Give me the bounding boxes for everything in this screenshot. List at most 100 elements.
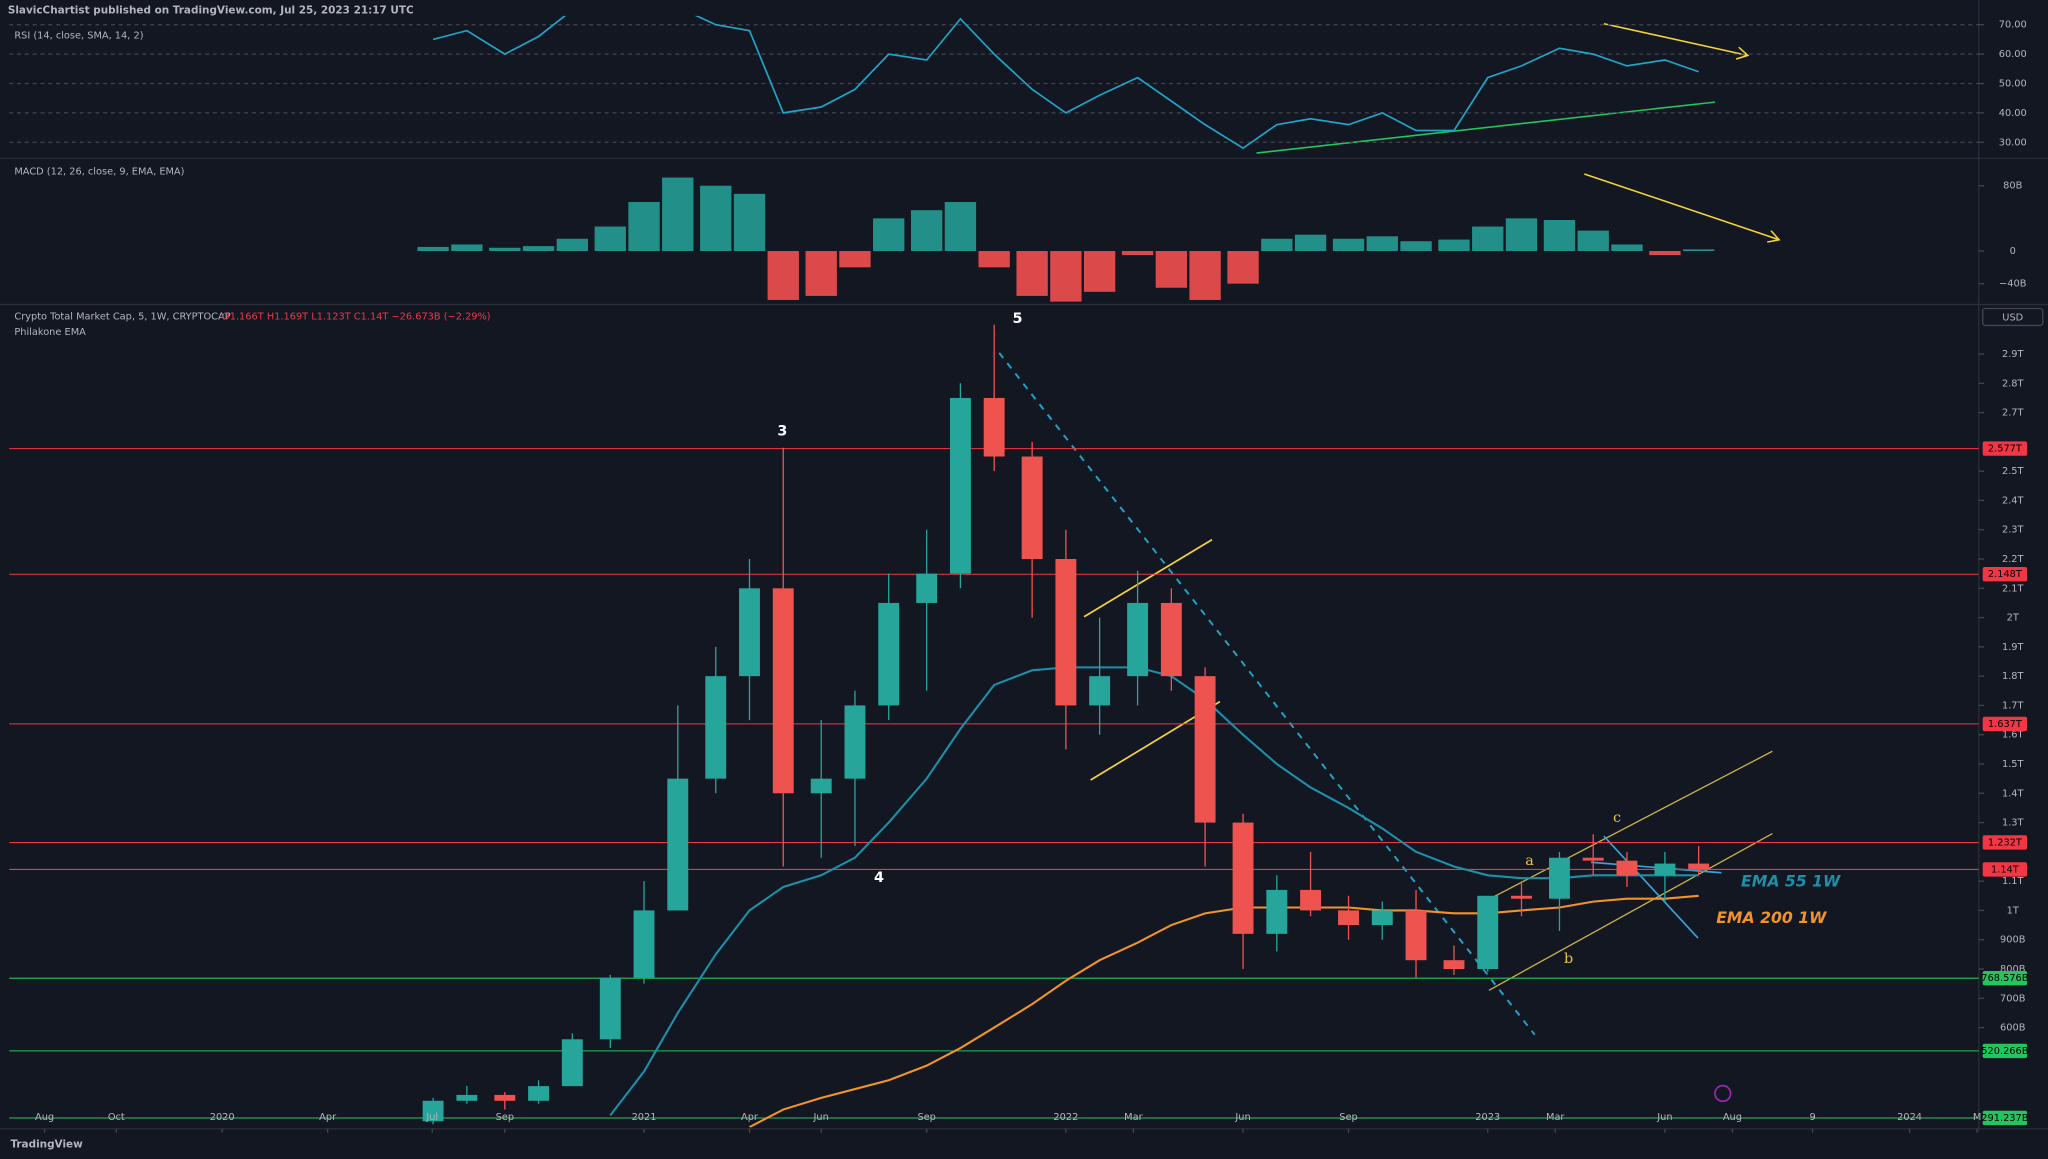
candle-body [983,397,1005,457]
y-tick-label: 0 [2010,246,2016,257]
histogram-bar [1543,219,1576,252]
histogram-bar [839,251,871,268]
y-tick-label: 2.9T [2002,349,2024,360]
histogram-bar [1505,218,1538,252]
y-tick-label: 2.8T [2002,378,2024,389]
candle-body [1582,857,1604,861]
price-tag [1982,1043,2028,1059]
histogram-bar [1189,251,1221,300]
histogram-bar [1121,251,1154,256]
price-tag-label: 2.148T [1988,569,2022,580]
x-tick-label: Jun [1234,1112,1250,1123]
channel-line [1488,832,1773,991]
x-tick-label: 2021 [632,1112,657,1123]
x-tick-label: Jun [1656,1112,1672,1123]
histogram-bar [1366,236,1398,252]
y-tick-label: 1.3T [2002,818,2024,829]
x-tick-label: Aug [35,1112,54,1123]
y-tick-label: 2.3T [2002,525,2024,536]
candle-body [1089,676,1111,706]
ema-label: EMA 55 1W [1741,871,1841,890]
x-tick-label: M [1973,1112,1981,1123]
wedge-line [1603,835,1699,939]
y-tick-label: 1.5T [2002,759,2024,770]
x-tick-label: Jul [425,1112,438,1123]
candle-body [1266,889,1288,934]
event-icon[interactable] [1714,1084,1732,1103]
y-tick-label: 70.00 [1999,20,2027,31]
ema-line [749,894,1699,1128]
histogram-bar [628,202,660,252]
candle-body [1405,910,1427,961]
wave-label: c [1613,810,1621,826]
x-tick-label: Apr [319,1112,337,1123]
x-tick-label: 2024 [1897,1112,1922,1123]
currency-label: USD [2002,313,2023,324]
x-tick-label: 2023 [1475,1112,1500,1123]
y-tick-label: 900B [2000,935,2026,946]
candle-body [1055,559,1077,706]
y-tick-label: 1.4T [2002,788,2024,799]
histogram-bar [489,247,521,252]
y-tick-label: 1.6T [2002,730,2024,741]
indicator-name: Philakone EMA [14,327,86,338]
histogram-bar [417,246,449,252]
candle-body [1511,895,1532,899]
candle-body [1549,857,1570,899]
candle-body [705,676,727,779]
histogram-bar [1400,241,1432,252]
candle-body [633,910,655,978]
histogram-bar [1083,251,1116,292]
price-tag [1982,835,2028,850]
price-tag-label: 1.232T [1988,837,2022,848]
candle-body [1616,860,1638,876]
price-tag [1982,716,2028,732]
candle-body [456,1094,478,1101]
histogram-bar [1155,251,1188,288]
candle-body [667,778,689,911]
candle-body [1300,889,1322,911]
histogram-bar [733,193,766,252]
candle-body [1654,863,1676,876]
candle-body [494,1094,516,1101]
candle-body [916,573,938,603]
candle-body [1127,602,1149,677]
wave-label: 3 [777,423,787,439]
histogram-bar [700,185,732,252]
pane-line [9,15,1979,150]
price-tag [1982,441,2028,456]
ohlc-readout: O1.166T H1.169T L1.123T C1.14T −26.673B … [222,311,491,322]
price-tag-label: 768.576B [1981,973,2028,984]
x-tick-label: 2020 [210,1112,235,1123]
price-tag-label: 520.266B [1981,1046,2028,1057]
candle-body [1477,895,1499,969]
histogram-bar [1472,226,1504,252]
y-tick-label: 1.7T [2002,700,2024,711]
plot-layer: 30.00 40.00 50.00 60.00 70.00 −40B 0 80B 600B 700… [9,15,2029,1133]
histogram-bar [662,177,694,252]
x-tick-label: Mar [1124,1112,1143,1123]
histogram-bar [944,202,977,252]
rsi-title: RSI (14, close, SMA, 14, 2) [14,30,143,41]
y-tick-label: 700B [2000,993,2026,1004]
macd-title: MACD (12, 26, close, 9, EMA, EMA) [14,166,184,177]
ema-label: EMA 200 1W [1716,908,1827,927]
candle-body [739,588,760,677]
y-tick-label: 60.00 [1999,49,2027,60]
y-tick-label: 30.00 [1999,137,2027,148]
price-tag [1982,862,2028,877]
x-tick-label: Aug [1723,1112,1742,1123]
ema-line [609,666,1699,1117]
x-tick-label: Sep [917,1112,935,1123]
y-tick-label: 80B [2003,181,2022,192]
histogram-bar [1016,251,1048,296]
footer-logo: TradingView [10,1138,83,1150]
x-tick-label: Sep [496,1112,514,1123]
y-tick-label: 2.1T [2002,583,2024,594]
x-tick-label: Mar [1546,1112,1565,1123]
histogram-bar [1227,251,1259,284]
histogram-bar [1050,251,1082,302]
y-tick-label: 40.00 [1999,108,2027,119]
wave-label: a [1525,853,1534,869]
